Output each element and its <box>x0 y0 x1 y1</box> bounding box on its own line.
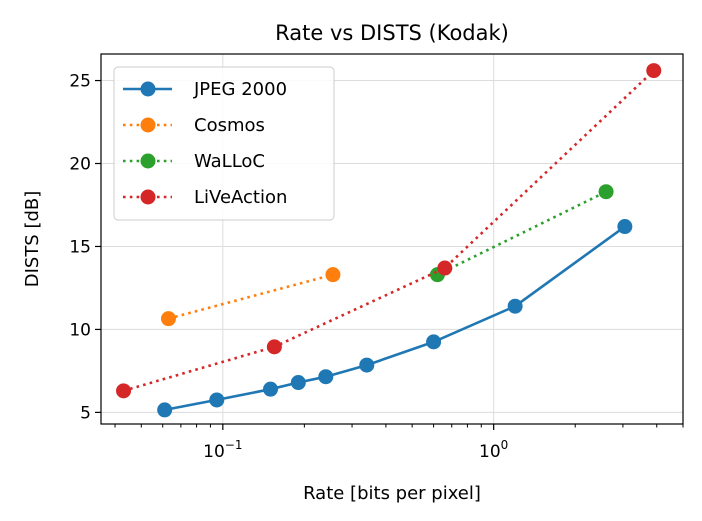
data-point <box>157 402 173 418</box>
legend-marker <box>140 189 156 205</box>
legend-label: JPEG 2000 <box>193 79 287 100</box>
legend-item: LiVeAction <box>123 187 287 208</box>
legend-label: WaLLoC <box>194 151 265 172</box>
y-axis-label: DISTS [dB] <box>22 191 43 288</box>
series-line <box>168 273 334 320</box>
series-2 <box>429 184 614 283</box>
data-point <box>318 369 334 385</box>
x-axis: 10−1 100 <box>114 424 684 462</box>
data-point <box>507 298 523 314</box>
legend-marker <box>140 81 156 97</box>
legend-marker <box>140 153 156 169</box>
x-axis-label: Rate [bits per pixel] <box>303 483 481 504</box>
data-point <box>598 184 614 200</box>
data-point <box>437 260 453 276</box>
chart-title: Rate vs DISTS (Kodak) <box>275 21 509 45</box>
data-point <box>359 357 375 373</box>
data-point <box>617 219 633 235</box>
legend-box <box>113 66 335 221</box>
series-0 <box>157 219 633 418</box>
data-point <box>263 381 279 397</box>
series-3 <box>116 63 662 399</box>
y-tick-label: 5 <box>80 403 91 423</box>
series-line <box>164 225 626 412</box>
legend-marker <box>140 117 156 133</box>
data-point <box>160 311 176 327</box>
y-tick-label: 25 <box>69 72 91 92</box>
series-1 <box>160 267 341 327</box>
y-axis: 5 10 15 20 25 <box>69 72 101 423</box>
data-point <box>116 383 132 399</box>
legend-label: LiVeAction <box>194 187 287 208</box>
legend: JPEG 2000 Cosmos WaLLoC LiVeAction <box>113 66 335 221</box>
y-tick-label: 10 <box>69 320 91 340</box>
data-point <box>646 63 662 79</box>
data-point <box>290 375 306 391</box>
x-tick-label: 100 <box>479 438 508 462</box>
data-point <box>426 334 442 350</box>
legend-item: WaLLoC <box>123 151 265 172</box>
data-point <box>325 267 341 283</box>
legend-item: Cosmos <box>123 115 265 136</box>
y-tick-label: 20 <box>69 155 91 175</box>
data-point <box>209 392 225 408</box>
x-tick-label: 10−1 <box>203 438 242 462</box>
plot-frame <box>100 53 684 425</box>
series-layer <box>116 63 662 418</box>
data-point <box>266 339 282 355</box>
legend-label: Cosmos <box>194 115 265 136</box>
series-line <box>436 190 607 276</box>
legend-item: JPEG 2000 <box>123 79 287 100</box>
y-tick-label: 15 <box>69 237 91 257</box>
